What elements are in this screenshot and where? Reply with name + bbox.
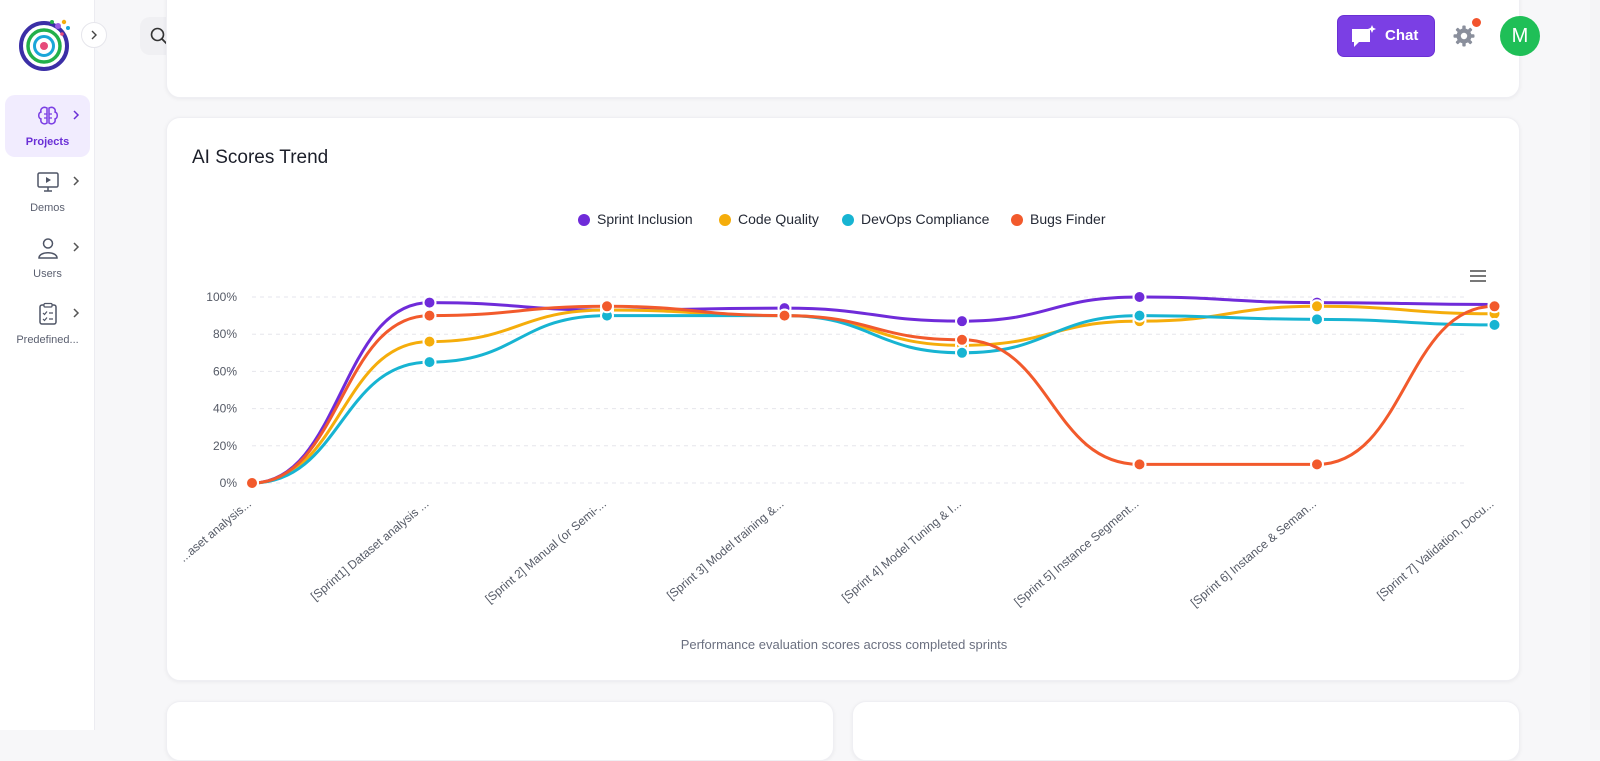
clipboard-checklist-icon (39, 302, 57, 325)
chevron-right-icon (73, 308, 80, 318)
sidebar-item-predefined[interactable]: Predefined... (5, 293, 90, 355)
line-chart: 0% 20% 40% 60% 80% 100% ...aset analysis... [Sp… (176, 290, 1502, 610)
chart-caption: Performance evaluation scores across com… (680, 637, 1008, 652)
legend-color-dot (842, 214, 854, 226)
x-tick-label: [Sprint 3] Model training &... (664, 497, 786, 603)
y-tick-label: 60% (213, 364, 237, 378)
y-tick-label: 80% (213, 327, 237, 341)
chart-legend: Sprint Inclusion Code Quality DevOps Com… (167, 210, 1519, 230)
data-point-sprint-inclusion (1132, 290, 1147, 304)
chat-sparkle-icon (1352, 25, 1376, 47)
chart-title: AI Scores Trend (192, 147, 329, 168)
legend-label: Bugs Finder (1030, 211, 1106, 227)
data-point-bugs-finder (422, 308, 437, 323)
data-point-devops-compliance (1310, 312, 1324, 327)
data-point-bugs-finder (600, 299, 614, 314)
y-tick-label: 20% (213, 439, 237, 453)
sidebar-item-projects[interactable]: Projects (5, 95, 90, 157)
sidebar-item-label: Demos (30, 202, 65, 214)
avatar[interactable]: M (1500, 16, 1540, 56)
chevron-right-icon (73, 176, 80, 186)
bottom-right-card (852, 701, 1520, 761)
chart-menu-icon[interactable] (1469, 269, 1487, 283)
x-tick-label: [Sprint1] Dataset analysis ... (308, 497, 431, 604)
legend-color-dot (719, 214, 731, 226)
chevron-right-icon (91, 30, 97, 40)
top-card (166, 0, 1520, 98)
data-point-devops-compliance (955, 345, 969, 360)
app-logo[interactable] (18, 16, 74, 72)
data-point-bugs-finder (1132, 457, 1147, 472)
legend-label: Sprint Inclusion (597, 211, 693, 227)
series-line-sprint-inclusion (251, 295, 1495, 485)
data-point-bugs-finder (245, 476, 259, 490)
legend-label: Code Quality (738, 211, 819, 227)
sidebar-item-label: Predefined... (16, 334, 79, 346)
chat-button-label: Chat (1385, 27, 1419, 44)
legend-color-dot (1011, 214, 1023, 226)
sidebar-item-label: Projects (25, 136, 70, 148)
data-point-devops-compliance (422, 355, 437, 370)
sidebar-item-label: Users (33, 268, 62, 280)
ai-scores-trend-card: AI Scores Trend Sprint Inclusion Code Qu… (166, 117, 1520, 681)
gear-icon[interactable] (1452, 24, 1476, 48)
x-tick-label: [Sprint 5] Instance Segment... (1011, 497, 1141, 609)
legend-label: DevOps Compliance (861, 211, 990, 227)
sidebar-collapse-button[interactable] (81, 22, 107, 48)
y-tick-label: 100% (206, 290, 237, 304)
x-tick-label: [Sprint 4] Model Tuning & I... (839, 497, 964, 605)
brain-icon (38, 106, 58, 125)
sidebar: Projects Demos Users Predefine (0, 0, 107, 730)
x-tick-label: ...aset analysis... (176, 497, 253, 565)
legend-color-dot (578, 214, 590, 226)
chat-button[interactable]: Chat (1337, 15, 1435, 57)
x-tick-label: [Sprint 6] Instance & Seman... (1188, 497, 1319, 610)
sidebar-item-demos[interactable]: Demos (5, 161, 90, 223)
bottom-left-card (166, 701, 834, 761)
data-point-sprint-inclusion (422, 295, 437, 310)
data-point-bugs-finder (955, 332, 969, 347)
x-tick-label: [Sprint 2] Manual (or Semi-... (482, 497, 609, 606)
x-tick-label: [Sprint 7] Validation, Docu... (1374, 497, 1496, 603)
data-point-devops-compliance (1132, 308, 1147, 323)
data-point-code-quality (1310, 299, 1324, 314)
data-point-bugs-finder (777, 308, 792, 323)
chevron-right-icon (73, 110, 80, 120)
monitor-play-icon (37, 172, 59, 192)
y-tick-label: 0% (220, 476, 238, 490)
sidebar-item-users[interactable]: Users (5, 227, 90, 289)
page-scrollbar[interactable] (1590, 0, 1600, 730)
data-point-bugs-finder (1487, 299, 1502, 314)
data-point-code-quality (422, 334, 437, 349)
y-tick-label: 40% (213, 402, 237, 416)
chevron-right-icon (73, 242, 80, 252)
data-point-devops-compliance (1487, 317, 1502, 332)
data-point-sprint-inclusion (955, 314, 969, 329)
notification-dot (1472, 18, 1481, 27)
data-point-bugs-finder (1310, 457, 1324, 472)
user-icon (38, 238, 58, 259)
